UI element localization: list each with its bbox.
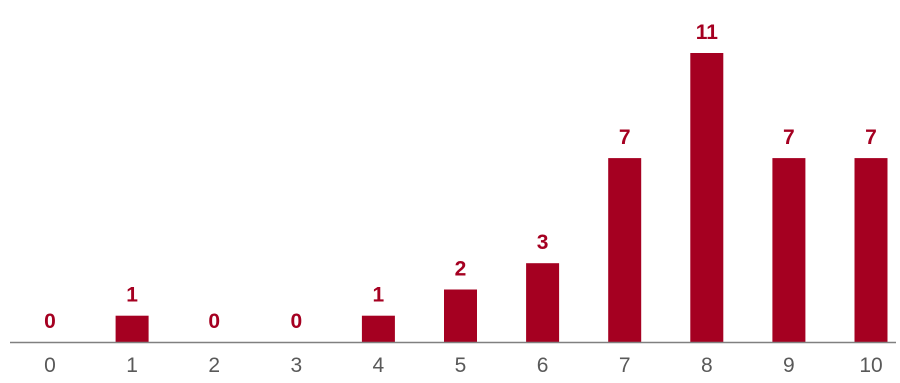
data-label-8: 11 bbox=[696, 21, 719, 44]
bar-9 bbox=[772, 158, 806, 342]
data-label-0: 0 bbox=[44, 310, 56, 333]
data-label-6: 3 bbox=[537, 231, 549, 254]
bar-7 bbox=[608, 158, 642, 342]
x-tick-label-1: 1 bbox=[126, 354, 138, 377]
bar-5 bbox=[444, 289, 477, 342]
bars-group bbox=[115, 53, 888, 342]
x-tick-label-5: 5 bbox=[455, 354, 467, 377]
x-tick-labels-group: 0 1 2 3 4 5 6 7 8 9 10 bbox=[44, 354, 883, 377]
x-tick-label-3: 3 bbox=[290, 354, 302, 377]
data-label-7: 7 bbox=[619, 126, 631, 149]
bar-1 bbox=[115, 315, 149, 342]
data-labels-group: 0 1 0 0 1 2 3 7 11 7 7 bbox=[44, 21, 877, 333]
data-label-4: 1 bbox=[373, 284, 385, 307]
data-label-10: 7 bbox=[865, 126, 877, 149]
x-tick-label-10: 10 bbox=[859, 354, 882, 377]
bar-4 bbox=[361, 315, 395, 342]
bar-10 bbox=[854, 158, 888, 342]
data-label-1: 1 bbox=[126, 284, 138, 307]
data-label-9: 7 bbox=[783, 126, 795, 149]
x-tick-label-0: 0 bbox=[44, 354, 56, 377]
bar-6 bbox=[526, 263, 560, 342]
x-tick-label-9: 9 bbox=[783, 354, 795, 377]
data-label-3: 0 bbox=[290, 310, 302, 333]
x-tick-label-6: 6 bbox=[537, 354, 549, 377]
x-tick-label-2: 2 bbox=[208, 354, 220, 377]
x-tick-label-8: 8 bbox=[701, 354, 713, 377]
bar-8 bbox=[690, 53, 724, 342]
x-tick-label-7: 7 bbox=[619, 354, 631, 377]
data-label-2: 0 bbox=[208, 310, 220, 333]
x-tick-label-4: 4 bbox=[373, 354, 385, 377]
data-label-5: 2 bbox=[455, 258, 467, 281]
